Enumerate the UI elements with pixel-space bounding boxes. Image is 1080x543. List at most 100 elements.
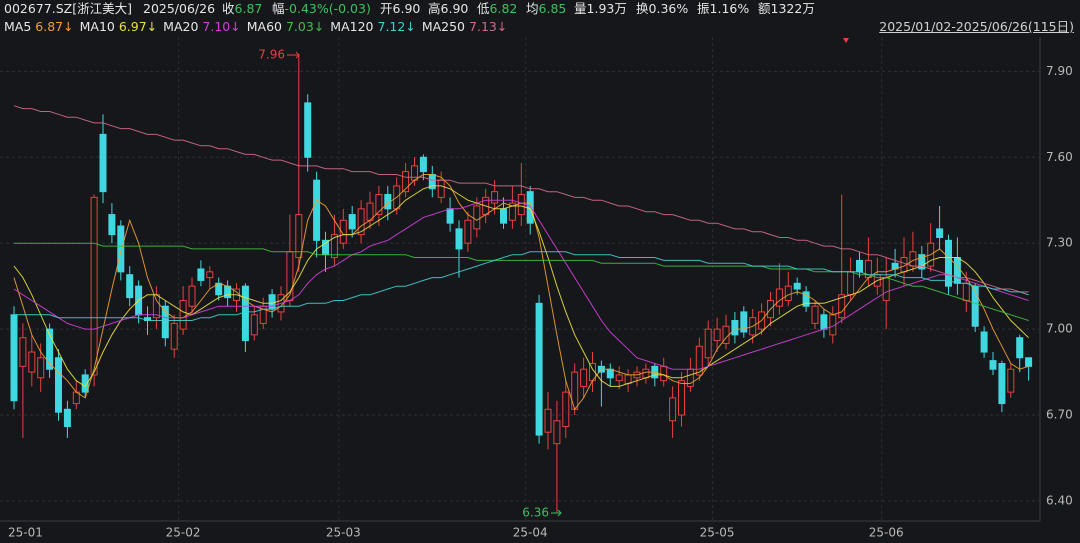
grid <box>0 37 1040 521</box>
candle-body <box>437 179 445 198</box>
date-range[interactable]: 2025/01/02-2025/06/26(115日) <box>879 19 1074 34</box>
candle-body <box>802 291 810 307</box>
candle-body <box>713 328 721 342</box>
field-value: 1322万 <box>770 1 815 16</box>
candle-body <box>945 239 952 287</box>
candle-body <box>357 208 365 236</box>
candle-body <box>936 228 944 238</box>
y-tick-label: 6.70 <box>1046 408 1073 422</box>
ma-line <box>13 105 1029 293</box>
ma-line <box>13 199 1029 370</box>
candle-body <box>980 331 988 353</box>
candle-body <box>304 102 312 158</box>
candle-body <box>464 219 472 244</box>
candle-body <box>998 362 1006 405</box>
field-value: 6.90 <box>440 1 469 16</box>
candle-body <box>1025 357 1033 367</box>
candle-body <box>820 314 828 330</box>
candle-body <box>669 397 677 422</box>
candle-body <box>197 268 205 281</box>
candle-body <box>90 196 98 376</box>
ma-legend: MA5 6.87↓ MA10 6.97↓ MA20 7.10↓ MA60 7.03↓ MA120… <box>4 18 507 36</box>
candle-body <box>660 365 668 382</box>
field-label: 高 <box>428 1 441 16</box>
legend-value: 6.87↓ <box>35 19 74 34</box>
candle-body <box>241 285 249 342</box>
candle-body <box>695 345 703 376</box>
candle-body <box>446 208 454 224</box>
candle-body <box>455 228 463 250</box>
field-label: 量 <box>574 1 587 16</box>
field-label: 开 <box>380 1 393 16</box>
candle-body <box>580 368 588 387</box>
field: 收6.87 <box>222 0 262 18</box>
field-label: 幅 <box>272 1 285 16</box>
x-tick-label: 25-05 <box>700 526 735 540</box>
candle-body <box>339 219 347 244</box>
field-label: 收 <box>222 1 235 16</box>
field: 高6.90 <box>428 0 468 18</box>
candle-body <box>731 320 739 336</box>
candle-body <box>250 314 258 336</box>
field: 换0.36% <box>636 0 688 18</box>
y-tick-label: 7.30 <box>1046 236 1073 250</box>
legend-name: MA20 <box>163 19 199 34</box>
field: 振1.16% <box>697 0 749 18</box>
x-tick-label: 25-04 <box>513 526 548 540</box>
field-value: 6.82 <box>489 1 518 16</box>
candle-body <box>918 254 926 270</box>
candle-body <box>775 288 783 307</box>
candle-body <box>500 208 507 224</box>
x-tick-label: 25-02 <box>166 526 201 540</box>
field-value: 0.36% <box>648 1 689 16</box>
candle-body <box>1016 337 1024 359</box>
legend-name: MA5 <box>4 19 32 34</box>
candle-body <box>99 133 107 193</box>
candle-body <box>206 271 214 279</box>
candle-body <box>1007 368 1015 393</box>
legend-value: 6.97↓ <box>118 19 158 34</box>
marker <box>843 38 849 43</box>
legend-item: MA250 7.13↓ <box>422 18 508 36</box>
candle-body <box>268 294 276 310</box>
legend-item: MA20 7.10↓ <box>163 18 241 36</box>
candle-body <box>615 374 623 382</box>
field-value: 6.87 <box>234 1 263 16</box>
field: 额1322万 <box>758 0 815 18</box>
ma-line <box>13 185 1029 388</box>
legend-name: MA60 <box>246 19 282 34</box>
legend-item: MA10 6.97↓ <box>80 18 158 36</box>
y-tick-label: 7.60 <box>1046 150 1073 164</box>
field-value: 6.85 <box>538 1 567 16</box>
field-label: 低 <box>477 1 490 16</box>
ticker: 002677.SZ[浙江美大] <box>4 1 132 16</box>
candles <box>10 54 1033 513</box>
candle-body <box>962 282 970 301</box>
candle-body <box>553 420 561 445</box>
candle-body <box>37 357 45 379</box>
candle-body <box>544 408 552 433</box>
candle-body <box>989 360 997 370</box>
candle-body <box>126 274 134 299</box>
candle-body <box>188 285 196 307</box>
candle-body <box>508 202 516 221</box>
candle-body <box>562 391 570 427</box>
legend-name: MA250 <box>421 19 466 34</box>
field-label: 均 <box>526 1 539 16</box>
candle-body <box>678 380 685 416</box>
candle-body <box>348 214 356 230</box>
candle-body <box>517 194 525 216</box>
x-tick-label: 25-01 <box>8 526 43 540</box>
y-tick-label: 7.00 <box>1046 322 1073 336</box>
legend-value: 7.03↓ <box>285 19 325 34</box>
candle-body <box>313 179 321 241</box>
field-label: 振 <box>697 1 710 16</box>
candle-body <box>704 328 712 359</box>
field-value: 1.16% <box>709 1 750 16</box>
low-annotation: 6.36 <box>522 506 549 520</box>
field-label: 额 <box>758 1 771 16</box>
candle-body <box>170 322 178 350</box>
candle-body <box>606 368 614 379</box>
candle-body <box>161 305 169 339</box>
